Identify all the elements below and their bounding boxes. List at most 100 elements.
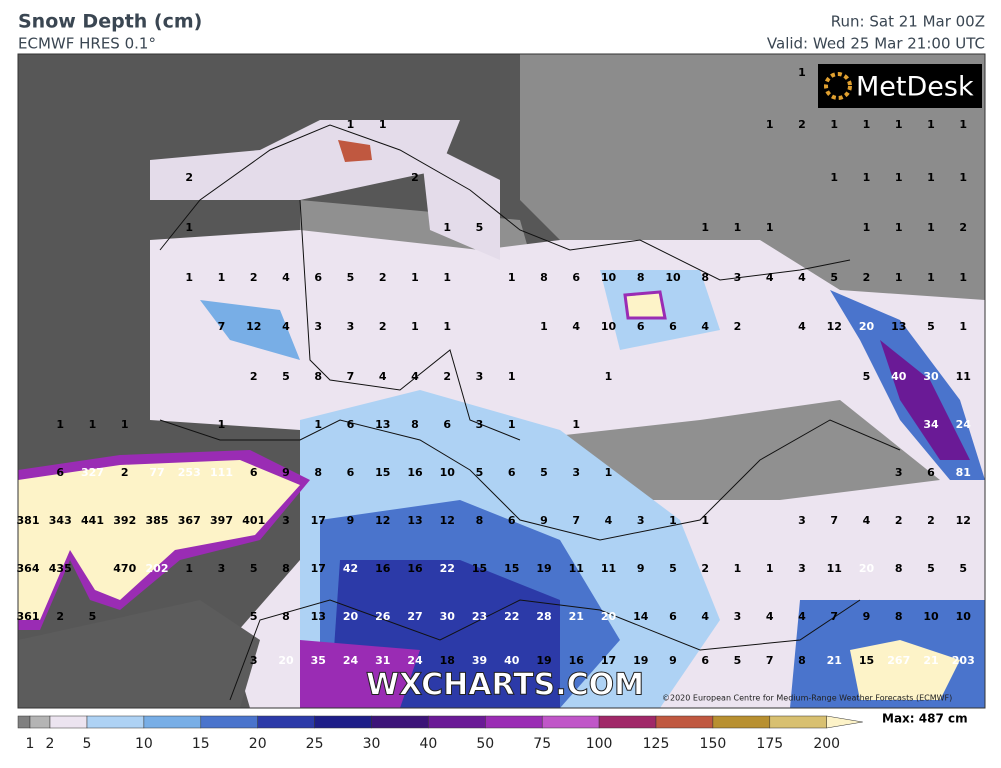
depth-label: 81 — [956, 466, 971, 479]
depth-label: 30 — [440, 610, 456, 623]
depth-label: 5 — [830, 271, 838, 284]
depth-label: 1 — [605, 370, 613, 383]
depth-label: 9 — [347, 514, 355, 527]
legend-swatch — [371, 715, 429, 729]
depth-label: 10 — [440, 466, 456, 479]
depth-label: 343 — [49, 514, 72, 527]
depth-label: 9 — [669, 654, 677, 667]
depth-label: 2 — [443, 370, 451, 383]
depth-label: 367 — [178, 514, 201, 527]
depth-label: 5 — [250, 610, 258, 623]
depth-label: 6 — [250, 466, 258, 479]
max-value: Max: 487 cm — [882, 712, 968, 726]
depth-label: 15 — [375, 466, 390, 479]
depth-label: 13 — [891, 320, 906, 333]
depth-label: 5 — [959, 562, 967, 575]
depth-label: 1 — [863, 118, 871, 131]
depth-label: 6 — [508, 466, 516, 479]
depth-label: 11 — [601, 562, 616, 575]
legend-swatch — [769, 715, 827, 729]
depth-label: 1 — [605, 466, 613, 479]
depth-label: 1 — [443, 320, 451, 333]
depth-label: 3 — [314, 320, 322, 333]
depth-label: 2 — [701, 562, 709, 575]
depth-label: 5 — [669, 562, 677, 575]
depth-label: 2 — [895, 514, 903, 527]
depth-label: 1 — [347, 118, 355, 131]
credit: ©2020 European Centre for Medium-Range W… — [662, 694, 952, 703]
depth-label: 7 — [830, 514, 838, 527]
legend-label: 5 — [83, 736, 92, 752]
depth-label: 4 — [863, 514, 871, 527]
depth-label: 1 — [766, 221, 774, 234]
depth-label: 1 — [895, 271, 903, 284]
depth-label: 2 — [379, 271, 387, 284]
legend-label: 50 — [476, 736, 494, 752]
depth-label: 1 — [895, 171, 903, 184]
depth-label: 392 — [113, 514, 136, 527]
depth-label: 1 — [701, 221, 709, 234]
legend-swatch — [86, 715, 145, 729]
depth-label: 11 — [569, 562, 584, 575]
depth-label: 19 — [536, 654, 551, 667]
depth-label: 1 — [895, 221, 903, 234]
depth-label: 4 — [572, 320, 580, 333]
legend-swatch — [485, 715, 543, 729]
depth-label: 4 — [282, 320, 290, 333]
depth-label: 364 — [17, 562, 40, 575]
legend-swatch — [257, 715, 315, 729]
legend-swatch — [428, 715, 486, 729]
depth-label: 12 — [827, 320, 842, 333]
depth-label: 13 — [311, 610, 326, 623]
depth-label: 1 — [218, 271, 226, 284]
depth-label: 2 — [379, 320, 387, 333]
depth-label: 2 — [959, 221, 967, 234]
depth-label: 4 — [766, 610, 774, 623]
depth-label: 2 — [250, 271, 258, 284]
depth-label: 5 — [476, 221, 484, 234]
depth-label: 11 — [956, 370, 971, 383]
depth-label: 30 — [923, 370, 939, 383]
depth-label: 6 — [56, 466, 64, 479]
depth-label: 2 — [121, 466, 129, 479]
depth-label: 8 — [476, 514, 484, 527]
legend-label: 15 — [192, 736, 210, 752]
depth-label: 1 — [734, 562, 742, 575]
depth-label: 381 — [17, 514, 40, 527]
depth-label: 3 — [798, 562, 806, 575]
depth-label: 21 — [827, 654, 842, 667]
depth-label: 19 — [536, 562, 551, 575]
depth-label: 6 — [508, 514, 516, 527]
depth-label: 16 — [375, 562, 391, 575]
depth-label: 22 — [504, 610, 519, 623]
depth-label: 8 — [895, 610, 903, 623]
depth-label: 8 — [282, 562, 290, 575]
depth-label: 7 — [347, 370, 355, 383]
depth-label: 1 — [314, 418, 322, 431]
logo: MetDesk — [818, 64, 982, 108]
depth-label: 5 — [540, 466, 548, 479]
depth-label: 7 — [572, 514, 580, 527]
depth-label: 3 — [637, 514, 645, 527]
depth-label: 35 — [311, 654, 326, 667]
depth-label: 39 — [472, 654, 487, 667]
depth-label: 3 — [218, 562, 226, 575]
watermark: WXCHARTS.COM — [366, 668, 644, 703]
depth-label: 8 — [314, 466, 322, 479]
depth-label: 24 — [407, 654, 423, 667]
depth-label: 18 — [440, 654, 455, 667]
depth-label: 1 — [508, 370, 516, 383]
depth-label: 1 — [379, 118, 387, 131]
legend-label: 20 — [249, 736, 267, 752]
depth-label: 1 — [959, 171, 967, 184]
depth-label: 27 — [407, 610, 422, 623]
depth-label: 1 — [927, 171, 935, 184]
legend-label: 150 — [700, 736, 727, 752]
depth-label: 435 — [49, 562, 72, 575]
depth-label: 2 — [734, 320, 742, 333]
depth-label: 8 — [895, 562, 903, 575]
depth-label: 8 — [637, 271, 645, 284]
depth-label: 1 — [56, 418, 64, 431]
depth-label: 5 — [282, 370, 290, 383]
depth-label: 28 — [536, 610, 551, 623]
